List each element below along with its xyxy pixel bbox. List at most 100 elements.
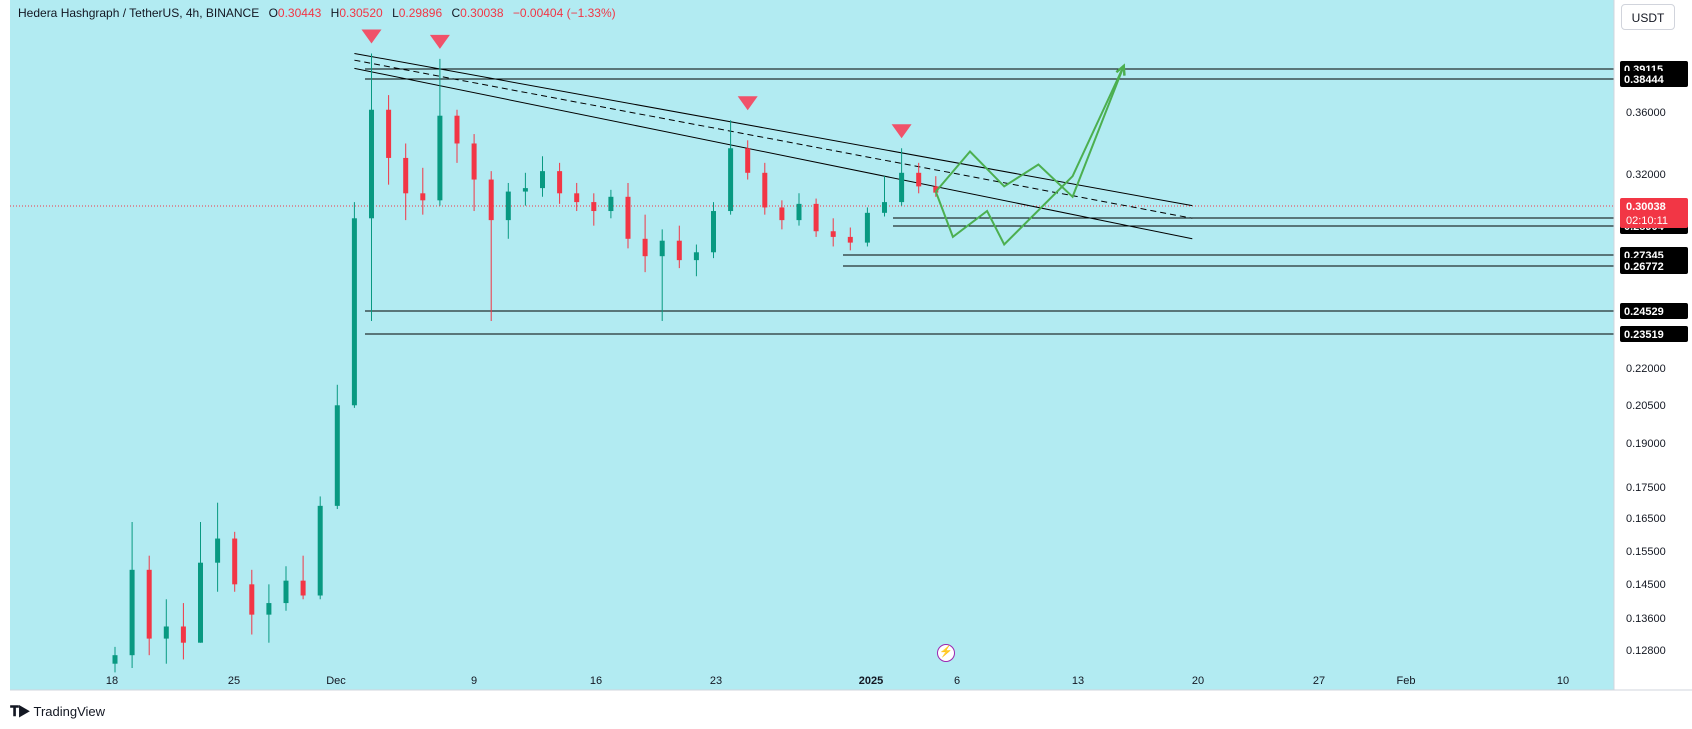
tradingview-logo-icon: 𝐓▶ xyxy=(10,703,30,719)
candle-body xyxy=(505,191,511,221)
candle-body xyxy=(488,179,494,221)
projection-path-2 xyxy=(934,65,1125,247)
candle-body xyxy=(471,143,477,180)
x-tick-label: Dec xyxy=(326,675,346,687)
down-triangle-marker xyxy=(361,29,382,44)
branding-label: TradingView xyxy=(33,704,106,719)
currency-button[interactable]: USDT xyxy=(1621,4,1675,30)
y-tick-label: 0.12800 xyxy=(1626,645,1666,657)
level-label: 0.24529 xyxy=(1624,306,1664,318)
y-tick-label: 0.22000 xyxy=(1626,363,1666,375)
candle-body xyxy=(557,171,563,194)
candle-body xyxy=(198,562,203,643)
candle-body xyxy=(540,171,545,189)
candle-body xyxy=(112,655,118,664)
candle-body xyxy=(215,538,221,563)
candle-body xyxy=(608,196,614,212)
channel-line-lower xyxy=(354,67,1193,240)
y-tick-label: 0.16500 xyxy=(1626,513,1666,525)
candle-body xyxy=(916,172,922,187)
x-tick-label: 20 xyxy=(1192,675,1204,687)
projection-path-2-arrowhead xyxy=(1115,63,1126,76)
lightning-icon[interactable]: ⚡ xyxy=(937,644,955,662)
chart-pane[interactable] xyxy=(10,0,1614,690)
candles xyxy=(112,53,939,673)
candle-body xyxy=(300,580,306,596)
candle-body xyxy=(454,115,460,144)
candle-body xyxy=(796,203,802,221)
candle-body xyxy=(369,109,374,219)
candle-body xyxy=(129,569,135,656)
candle-body xyxy=(317,505,323,596)
candle-body xyxy=(847,236,853,243)
price-scale[interactable] xyxy=(1614,0,1692,690)
candle-body xyxy=(693,252,699,261)
x-tick-label: 25 xyxy=(228,675,240,687)
axes: 18 25 Dec 9 16 23 2025 6 13 20 27 Feb 10 0.36000 0.320… xyxy=(10,0,1692,691)
candle-body xyxy=(625,196,631,239)
y-tick-label: 0.15500 xyxy=(1626,546,1666,558)
candle-body xyxy=(232,538,238,585)
down-triangle-marker xyxy=(891,124,912,139)
candle-body xyxy=(522,188,528,192)
level-label-bg xyxy=(1620,326,1688,342)
y-tick-label: 0.36000 xyxy=(1626,107,1666,119)
close-value: 0.30038 xyxy=(460,6,504,20)
candle-body xyxy=(266,603,272,615)
y-tick-label: 0.20500 xyxy=(1626,400,1666,412)
y-tick-label: 0.13600 xyxy=(1626,613,1666,625)
channel-line-middle_dashed xyxy=(354,59,1193,219)
candle-body xyxy=(864,212,870,243)
candle-body xyxy=(745,148,751,173)
level-label-bg xyxy=(1620,258,1688,274)
y-tick-label: 0.19000 xyxy=(1626,438,1666,450)
candle-body xyxy=(403,157,409,194)
x-tick-label: 27 xyxy=(1313,675,1325,687)
candle-body xyxy=(899,172,905,203)
last-price-label: 0.30038 xyxy=(1626,201,1666,213)
candle-body xyxy=(830,231,836,237)
candle-body xyxy=(163,626,169,639)
candle-body xyxy=(574,193,580,203)
x-tick-label: 18 xyxy=(106,675,118,687)
candle-body xyxy=(779,207,785,221)
candle-body xyxy=(146,569,152,639)
candle-body xyxy=(659,240,665,257)
candle-body xyxy=(386,109,392,158)
candle-body xyxy=(933,186,939,193)
high-value: 0.30520 xyxy=(339,6,383,20)
y-tick-label: 0.14500 xyxy=(1626,579,1666,591)
open-value: 0.30443 xyxy=(277,6,322,20)
x-tick-label: 2025 xyxy=(859,675,883,687)
tradingview-logo[interactable]: 𝐓▶ TradingView xyxy=(10,703,105,720)
level-label-bg xyxy=(1620,71,1688,87)
x-tick-label: Feb xyxy=(1397,675,1416,687)
level-label: 0.26772 xyxy=(1624,261,1664,273)
candle-body xyxy=(351,218,357,406)
x-tick-label: 6 xyxy=(954,675,960,687)
channel-line-upper xyxy=(354,52,1193,207)
low-label: L xyxy=(392,6,399,20)
candle-body xyxy=(642,238,648,257)
projection-path-1 xyxy=(935,65,1125,199)
level-label: 0.23519 xyxy=(1624,329,1664,341)
candle-body xyxy=(813,203,819,232)
change-value: −0.00404 (−1.33%) xyxy=(512,6,616,20)
level-label: 0.38444 xyxy=(1624,74,1665,86)
candle-body xyxy=(711,211,716,253)
down-triangle-marker xyxy=(737,96,758,111)
candle-body xyxy=(762,172,768,208)
level-label-bg xyxy=(1620,303,1688,319)
x-tick-label: 9 xyxy=(471,675,477,687)
candle-body xyxy=(283,580,289,604)
candle-body xyxy=(334,405,340,506)
x-tick-label: 23 xyxy=(710,675,722,687)
candle-body xyxy=(180,626,186,643)
candle-body xyxy=(728,148,734,212)
resistance-markers xyxy=(361,29,912,139)
horizontal-levels xyxy=(365,68,1614,335)
high-label: H xyxy=(330,6,340,20)
close-label: C xyxy=(451,6,461,20)
down-triangle-marker xyxy=(429,34,450,49)
